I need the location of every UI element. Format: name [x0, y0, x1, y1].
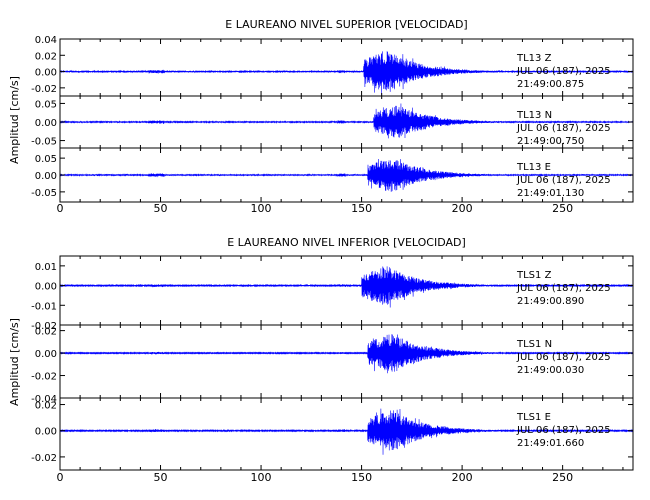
x-tick-label: 250: [552, 471, 573, 484]
x-tick-label: 50: [154, 202, 168, 215]
y-tick-label: 0.00: [35, 118, 57, 129]
trace-line-TL13-Z: [59, 51, 634, 96]
trace-panel-TL13-Z: 0.04 0.02 0.00 -0.02 TL13 Z JUL 06 (187), 202…: [31, 35, 634, 97]
y-tick-label: -0.02: [31, 84, 57, 95]
x-tick-label: 150: [351, 202, 372, 215]
x-tick-label: 150: [351, 471, 372, 484]
y-tick-label: 0.05: [35, 99, 57, 110]
time-label: 21:49:00.750: [517, 136, 584, 147]
date-label: JUL 06 (187), 2025: [516, 425, 611, 436]
trace-panel-TL13-N: 0.05 0.00 -0.05 TL13 N JUL 06 (187), 2025 21:…: [31, 95, 634, 149]
y-tick-label: 0.00: [35, 349, 57, 360]
time-label: 21:49:00.890: [517, 296, 584, 307]
y-tick-label: -0.02: [31, 321, 57, 332]
y-tick-label: -0.02: [31, 372, 57, 383]
x-tick-label: 100: [251, 471, 272, 484]
chart-group-1: E LAUREANO NIVEL SUPERIOR [VELOCIDAD] Amp…: [8, 18, 634, 215]
time-label: 21:49:01.130: [517, 188, 584, 199]
x-tick-label: 200: [452, 202, 473, 215]
trace-panel-TL13-E: 0.05 0.00 -0.05 TL13 E JUL 06 (187), 2025 21:…: [31, 147, 634, 203]
y-tick-label: 0.05: [35, 154, 57, 165]
station-label: TL13 E: [516, 162, 551, 173]
x-tick-label: 250: [552, 202, 573, 215]
x-tick-label: 200: [452, 471, 473, 484]
station-label: TL13 N: [516, 110, 552, 121]
panel-frame: [59, 397, 634, 471]
x-tick-label: 0: [57, 471, 64, 484]
chart-group-2: E LAUREANO NIVEL INFERIOR [VELOCIDAD] Amp…: [8, 236, 634, 484]
y-tick-label: 0.00: [35, 282, 57, 293]
chart-title: E LAUREANO NIVEL SUPERIOR [VELOCIDAD]: [225, 18, 467, 31]
y-axis-label: Amplitud [cm/s]: [8, 318, 21, 406]
y-tick-label: 0.01: [35, 262, 57, 273]
chart-title: E LAUREANO NIVEL INFERIOR [VELOCIDAD]: [227, 236, 466, 249]
y-tick-label: 0.02: [35, 51, 57, 62]
trace-line-TLS1-N: [59, 334, 634, 374]
x-tick-label: 50: [154, 471, 168, 484]
station-label: TLS1 Z: [516, 270, 552, 281]
time-label: 21:49:00.875: [517, 79, 584, 90]
x-tick-label: 100: [251, 202, 272, 215]
date-label: JUL 06 (187), 2025: [516, 123, 611, 134]
date-label: JUL 06 (187), 2025: [516, 175, 611, 186]
y-tick-label: 0.00: [35, 68, 57, 79]
y-axis-label: Amplitud [cm/s]: [8, 76, 21, 164]
y-tick-label: 0.02: [35, 401, 57, 412]
station-label: TLS1 E: [516, 412, 551, 423]
trace-line-TLS1-E: [59, 408, 634, 455]
date-label: JUL 06 (187), 2025: [516, 283, 611, 294]
date-label: JUL 06 (187), 2025: [516, 66, 611, 77]
y-tick-label: 0.00: [35, 427, 57, 438]
date-label: JUL 06 (187), 2025: [516, 352, 611, 363]
station-label: TL13 Z: [516, 53, 552, 64]
trace-panel-TLS1-N: 0.02 0.00 -0.02 -0.04 TLS1 N JUL 06 (187), 20…: [31, 324, 634, 405]
trace-line-TL13-E: [59, 158, 634, 192]
trace-panel-TLS1-E: 0.02 0.00 -0.02 TLS1 E JUL 06 (187), 2025 21:…: [31, 397, 634, 471]
trace-line-TLS1-Z: [59, 266, 634, 308]
x-tick-label: 0: [57, 202, 64, 215]
y-tick-label: -0.04: [31, 394, 57, 405]
time-label: 21:49:00.030: [517, 365, 584, 376]
y-tick-label: -0.01: [31, 301, 57, 312]
station-label: TLS1 N: [516, 339, 552, 350]
time-label: 21:49:01.660: [517, 438, 584, 449]
trace-line-TL13-N: [59, 103, 634, 139]
y-tick-label: 0.02: [35, 327, 57, 338]
y-tick-label: -0.05: [31, 137, 57, 148]
y-tick-label: 0.00: [35, 171, 57, 182]
y-tick-label: 0.04: [35, 35, 57, 46]
y-tick-label: -0.05: [31, 188, 57, 199]
trace-panel-TLS1-Z: 0.01 0.00 -0.01 -0.02 TLS1 Z JUL 06 (187), 20…: [31, 255, 634, 332]
y-tick-label: -0.02: [31, 453, 57, 464]
